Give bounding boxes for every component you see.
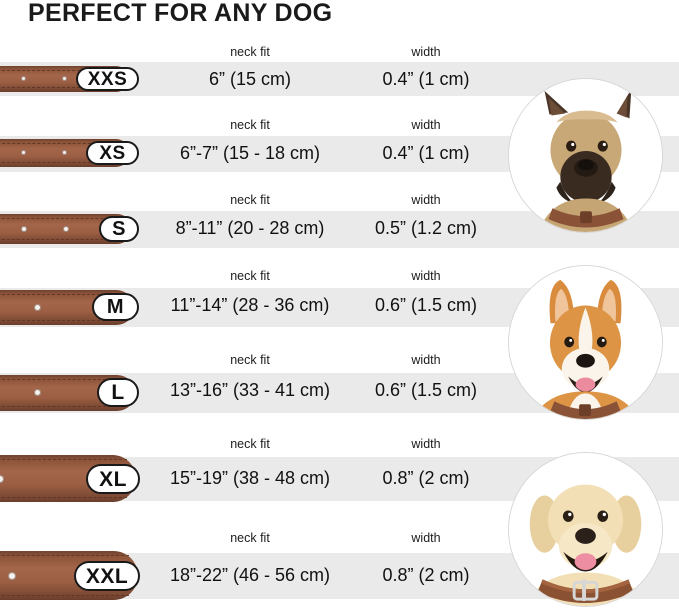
labrador-photo <box>508 452 663 607</box>
collar-stitch-bottom <box>0 239 123 240</box>
column-header-neck-fit: neck fit <box>230 437 270 451</box>
collar-hole <box>8 572 16 580</box>
size-badge: XL <box>86 464 140 494</box>
column-header-width: width <box>411 269 441 283</box>
collar-hole <box>34 304 41 311</box>
labrador-illustration <box>509 453 662 606</box>
size-badge: XS <box>86 141 139 165</box>
cell-neck-fit: 13”-16” (33 - 41 cm) <box>169 380 331 400</box>
column-header-neck-fit: neck fit <box>230 193 270 207</box>
corgi-illustration <box>509 266 662 419</box>
column-header-width: width <box>411 353 441 367</box>
size-badge: XXS <box>76 67 139 91</box>
size-badge: S <box>99 216 139 242</box>
collar-stitch-top <box>0 379 126 380</box>
column-header-width: width <box>411 437 441 451</box>
collar-stitch-bottom <box>0 87 120 88</box>
corgi-photo <box>508 265 663 420</box>
cell-width: 0.8” (2 cm) <box>382 565 470 585</box>
cell-neck-fit: 18”-22” (46 - 56 cm) <box>169 565 331 585</box>
collar-hole <box>62 150 67 155</box>
collar-hole <box>62 76 67 81</box>
collar-stitch-top <box>0 294 125 295</box>
cell-width: 0.6” (1.5 cm) <box>374 295 478 315</box>
cairn-terrier-photo <box>508 78 663 233</box>
cell-neck-fit: 11”-14” (28 - 36 cm) <box>170 295 330 315</box>
column-header-width: width <box>411 45 441 59</box>
cell-width: 0.4” (1 cm) <box>382 143 470 163</box>
column-header-width: width <box>411 531 441 545</box>
size-badge: L <box>97 378 139 407</box>
column-header-neck-fit: neck fit <box>230 118 270 132</box>
collar-stitch-bottom <box>0 497 127 498</box>
cell-width: 0.4” (1 cm) <box>382 69 470 89</box>
cell-width: 0.8” (2 cm) <box>382 468 470 488</box>
collar-hole <box>0 475 4 483</box>
cell-width: 0.5” (1.2 cm) <box>374 218 478 238</box>
column-header-neck-fit: neck fit <box>230 531 270 545</box>
collar-stitch-bottom <box>0 162 121 163</box>
cell-neck-fit: 6” (15 cm) <box>208 69 291 89</box>
collar-stitch-top <box>0 143 121 144</box>
cell-neck-fit: 6”-7” (15 - 18 cm) <box>179 143 321 163</box>
cell-width: 0.6” (1.5 cm) <box>374 380 478 400</box>
column-header-neck-fit: neck fit <box>230 269 270 283</box>
collar-stitch-bottom <box>0 320 125 321</box>
cell-neck-fit: 8”-11” (20 - 28 cm) <box>175 218 325 238</box>
collar-stitch-bottom <box>0 595 129 596</box>
collar-stitch-top <box>0 555 129 556</box>
column-header-neck-fit: neck fit <box>230 353 270 367</box>
size-badge: XXL <box>74 561 140 591</box>
collar-hole <box>34 389 41 396</box>
collar-stitch-bottom <box>0 406 126 407</box>
size-badge: M <box>92 293 139 321</box>
column-header-width: width <box>411 118 441 132</box>
collar-stitch-top <box>0 218 123 219</box>
page-title: PERFECT FOR ANY DOG <box>28 0 333 27</box>
collar-hole <box>21 226 27 232</box>
cell-neck-fit: 15”-19” (38 - 48 cm) <box>169 468 331 488</box>
collar-hole <box>21 150 26 155</box>
collar-stitch-top <box>0 70 120 71</box>
collar-hole <box>21 76 26 81</box>
column-header-width: width <box>411 193 441 207</box>
terrier-illustration <box>509 79 662 232</box>
collar-hole <box>63 226 69 232</box>
column-header-neck-fit: neck fit <box>230 45 270 59</box>
collar-stitch-top <box>0 459 127 460</box>
